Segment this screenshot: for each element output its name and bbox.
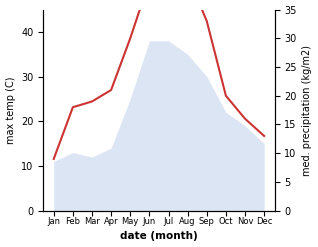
Y-axis label: med. precipitation (kg/m2): med. precipitation (kg/m2)	[302, 45, 313, 176]
X-axis label: date (month): date (month)	[120, 231, 198, 242]
Y-axis label: max temp (C): max temp (C)	[5, 76, 16, 144]
